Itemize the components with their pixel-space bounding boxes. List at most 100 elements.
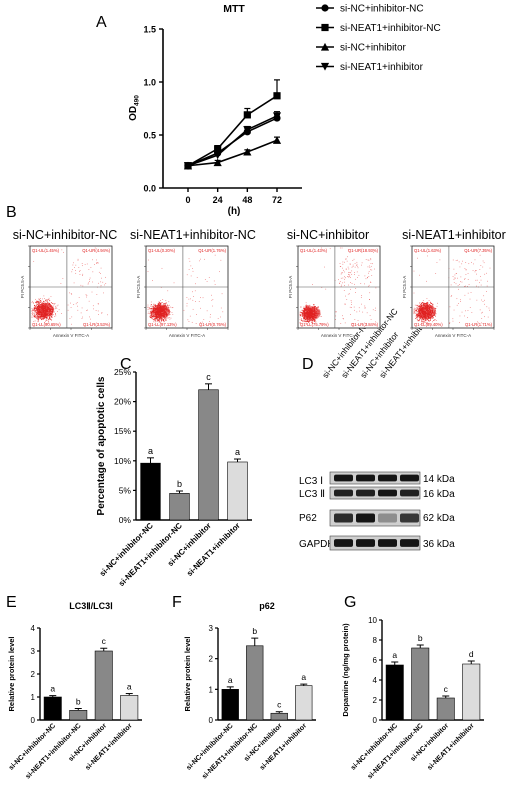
flow-dot [476,321,478,323]
flow-dot [413,313,415,315]
flow-dot [160,300,161,301]
flow-dot [200,297,201,299]
flow-dot [351,307,352,308]
flow-dot [483,249,485,251]
flow-dot [479,282,480,284]
flow-dot [417,315,419,317]
flow-dot [152,305,154,307]
flow-dot [467,273,469,274]
flow-dot [153,305,155,307]
flow-dot [351,282,353,284]
flow-dot [168,307,170,309]
flow-plots: Q1-UL(1.45%) Q1-UR(4.94%) Q1-LL(90.65%) Q1-… [20,245,495,338]
flow-dot [31,313,33,315]
flow-dot [160,320,162,322]
flow-dot [340,323,342,324]
flow-dot [37,302,39,304]
flow-dot [81,307,83,309]
flow-dot [96,263,97,264]
flow-dot [86,263,88,265]
flow-dot [31,317,33,318]
flow-plot: Q1-UL(0.20%) Q1-UR(1.76%) Q1-LL(97.13%) Q1-… [136,245,229,338]
flow-dot [345,259,347,260]
flow-dot [38,300,40,302]
flow-dot [38,303,40,304]
flow-dot [98,271,100,273]
flow-dot [55,306,57,308]
apoptosis-y-label: Percentage of apoptotic cells [96,376,107,515]
flow-dot [212,305,214,307]
apoptosis-bar [169,493,190,521]
flow-dot [348,271,350,273]
flow-dot [481,299,482,301]
flow-dot [152,280,153,282]
flow-dot [354,319,356,320]
flow-dot [153,321,155,323]
flow-dot [425,303,427,305]
apoptosis-category-label: si-NC+inhibitor-NC [98,521,155,578]
flow-dot [77,258,79,260]
dopamine-y-tick-label: 4 [373,676,378,685]
flow-dot [152,307,154,309]
flow-dot [453,277,455,279]
flow-dot [38,304,40,306]
flow-dot [452,318,454,320]
flow-quadrant-ur: Q1-UR(1.76%) [198,248,226,253]
flow-dot [486,306,488,308]
flow-dot [309,304,311,306]
flow-dot [46,300,48,302]
flow-dot [62,278,64,279]
panel-label-a: A [96,14,107,31]
flow-dot [54,308,56,310]
flow-dot [451,295,453,296]
flow-dot [358,274,360,276]
flow-quadrant-ll: Q1-LL(75.79%) [300,322,329,327]
flow-dot [47,319,49,321]
flow-quadrant-ur: Q1-UR(7.26%) [464,248,492,253]
flow-dot [55,305,56,307]
flow-dot [154,319,156,321]
flow-dot [431,303,432,305]
flow-dot [301,312,303,314]
flow-dot [329,248,331,250]
flow-dot [151,316,153,318]
flow-dot [347,256,348,258]
flow-dot [214,254,216,256]
dopamine-significance-letter: a [392,650,397,660]
flow-dot [486,291,487,292]
flow-dot [81,265,83,267]
flow-dot [71,316,73,318]
flow-dot [88,300,90,302]
flow-dot [420,317,422,319]
lc3-ratio-y-tick-label: 2 [31,670,36,679]
flow-dot [426,323,428,325]
flow-dot [150,305,152,307]
flow-dot [468,284,470,285]
flow-dot [81,318,83,319]
flow-dot [375,321,376,323]
p62-significance-letter: a [228,675,233,685]
flow-dot [484,316,485,318]
flow-dot [303,318,305,320]
flow-dot [415,317,417,319]
flow-dot [43,317,45,318]
mtt-title: MTT [223,3,245,15]
flow-dot [100,267,102,269]
flow-dot [314,319,316,321]
flow-dot [304,318,306,320]
flow-dot [303,317,305,318]
flow-dot [206,310,208,312]
flow-dot [47,302,49,304]
flow-dot [305,306,307,308]
apoptosis-significance-letter: a [148,446,153,456]
flow-dot [78,297,80,298]
flow-dot [61,249,63,251]
flow-dot [150,315,151,317]
flow-dot [51,316,52,318]
flow-dot [31,310,33,311]
flow-dot [343,281,345,283]
flow-dot [37,317,39,319]
flow-dot [452,276,454,277]
flow-dot [427,303,429,304]
